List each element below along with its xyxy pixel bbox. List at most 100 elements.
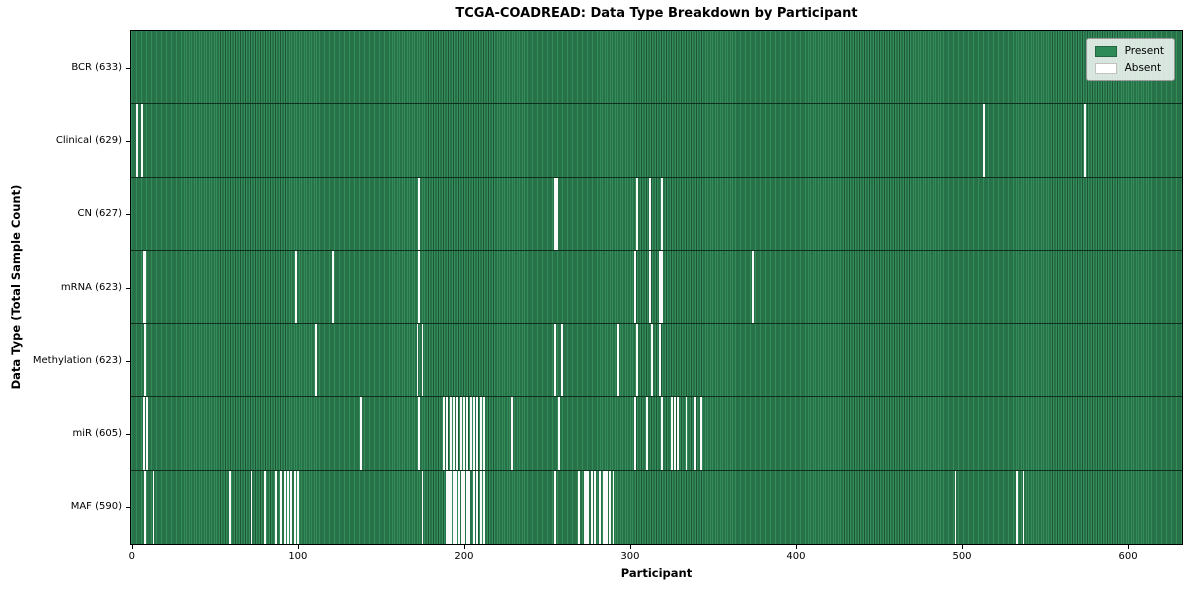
absent-stripe	[449, 470, 452, 544]
absent-stripe	[418, 250, 421, 324]
absent-stripe	[416, 324, 419, 397]
absent-stripe	[479, 397, 482, 470]
absent-stripe	[482, 397, 485, 470]
absent-stripe	[468, 470, 470, 544]
absent-stripe	[1084, 104, 1086, 177]
absent-stripe	[360, 397, 363, 470]
absent-stripe	[602, 470, 605, 544]
absent-stripe	[658, 250, 661, 324]
absent-stripe	[458, 470, 460, 544]
y-tick-mark	[126, 214, 130, 216]
legend-item-present: Present	[1094, 45, 1164, 57]
absent-stripe	[142, 397, 145, 470]
absent-stripe	[982, 104, 985, 177]
absent-stripe	[1015, 470, 1018, 544]
absent-stripe	[645, 397, 648, 470]
absent-stripe	[454, 470, 457, 544]
absent-stripe	[635, 324, 638, 397]
absent-stripe	[331, 250, 334, 324]
absent-stripe	[604, 470, 607, 544]
absent-stripe	[954, 470, 957, 544]
absent-stripe	[700, 397, 703, 470]
absent-stripe	[275, 470, 278, 544]
absent-stripe	[469, 397, 472, 470]
absent-stripe	[290, 470, 293, 544]
absent-stripe	[473, 470, 475, 544]
row-MAF	[131, 470, 1182, 544]
absent-stripe	[466, 397, 469, 470]
absent-stripe	[461, 470, 464, 544]
absent-stripe	[658, 324, 661, 397]
absent-stripe	[421, 324, 424, 397]
absent-stripe	[650, 324, 653, 397]
absent-stripe	[751, 250, 754, 324]
absent-stripe	[609, 470, 612, 544]
y-tick-mark	[126, 287, 130, 289]
absent-stripe	[660, 397, 663, 470]
absent-stripe	[1022, 470, 1025, 544]
y-tick-label: CN (627)	[77, 208, 122, 220]
absent-stripe	[142, 250, 145, 324]
absent-stripe	[263, 470, 266, 544]
absent-stripe	[554, 177, 557, 250]
absent-stripe	[649, 250, 651, 324]
absent-stripe	[463, 470, 465, 544]
absent-stripe	[479, 470, 482, 544]
row-BCR	[131, 31, 1182, 105]
absent-stripe	[660, 250, 663, 324]
absent-stripe	[443, 397, 446, 470]
absent-stripe	[476, 470, 479, 544]
y-tick-label: BCR (633)	[71, 61, 122, 73]
absent-stripe	[561, 324, 563, 397]
x-tick-label: 500	[952, 551, 972, 562]
absent-stripe	[463, 397, 465, 470]
absent-stripe	[554, 324, 557, 397]
absent-swatch-icon	[1094, 62, 1117, 74]
absent-stripe	[635, 177, 638, 250]
x-tick-mark	[962, 545, 963, 549]
present-swatch-icon	[1094, 45, 1117, 57]
absent-stripe	[466, 470, 469, 544]
y-tick-mark	[126, 67, 130, 69]
absent-stripe	[418, 397, 421, 470]
absent-stripe	[144, 324, 147, 397]
x-tick-mark	[795, 545, 797, 549]
absent-stripe	[557, 397, 560, 470]
row-Methylation	[131, 324, 1182, 398]
absent-stripe	[599, 470, 602, 544]
absent-stripe	[617, 324, 620, 397]
row-CN	[131, 177, 1182, 251]
absent-stripe	[283, 470, 286, 544]
x-axis-label: Participant	[620, 566, 693, 580]
absent-stripe	[554, 470, 557, 544]
plot-area: Present Absent	[130, 30, 1183, 545]
absent-stripe	[473, 397, 475, 470]
y-tick-label: Clinical (629)	[55, 134, 122, 146]
legend-label-present: Present	[1124, 45, 1164, 57]
absent-stripe	[250, 470, 253, 544]
absent-stripe	[590, 470, 593, 544]
y-tick-label: Methylation (623)	[32, 354, 122, 366]
absent-stripe	[660, 177, 663, 250]
absent-stripe	[649, 177, 651, 250]
y-tick-mark	[126, 360, 130, 362]
row-Clinical	[131, 104, 1182, 178]
x-tick-label: 600	[1118, 551, 1138, 562]
x-tick-label: 200	[454, 551, 474, 562]
absent-stripe	[585, 470, 588, 544]
absent-stripe	[297, 470, 299, 544]
y-tick-mark	[126, 140, 130, 142]
y-tick-label: mRNA (623)	[60, 281, 122, 293]
x-tick-label: 0	[128, 551, 136, 562]
absent-stripe	[140, 104, 143, 177]
absent-stripe	[584, 470, 587, 544]
x-tick-label: 400	[786, 551, 806, 562]
y-tick-mark	[126, 507, 130, 509]
absent-stripe	[152, 470, 155, 544]
y-tick-label: miR (605)	[72, 428, 122, 440]
absent-stripe	[293, 470, 296, 544]
x-tick-label: 100	[288, 551, 308, 562]
absent-stripe	[511, 397, 514, 470]
absent-stripe	[145, 397, 148, 470]
x-tick-mark	[1128, 545, 1130, 549]
